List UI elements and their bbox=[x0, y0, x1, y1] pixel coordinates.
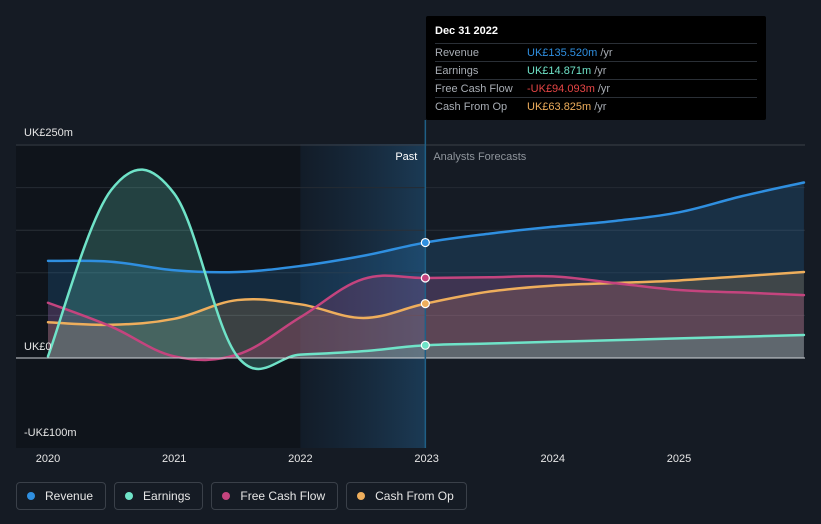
tooltip-unit: /yr bbox=[594, 64, 607, 77]
legend-item-earnings[interactable]: Earnings bbox=[114, 482, 204, 510]
legend-label: Free Cash Flow bbox=[240, 489, 326, 503]
legend-label: Revenue bbox=[45, 489, 94, 503]
y-tick-label: UK£0 bbox=[24, 341, 52, 353]
tooltip-row-cash-from-op: Cash From Op UK£63.825m /yr bbox=[435, 97, 757, 115]
tooltip-row-revenue: Revenue UK£135.520m /yr bbox=[435, 43, 757, 61]
marker-cash-from-op bbox=[420, 299, 430, 309]
tooltip-label: Earnings bbox=[435, 64, 479, 77]
forecast-label: Analysts Forecasts bbox=[433, 151, 526, 163]
tooltip-unit: /yr bbox=[600, 46, 613, 59]
tooltip-value: UK£63.825m bbox=[527, 100, 592, 113]
x-tick-label: 2020 bbox=[36, 453, 60, 465]
tooltip-value: UK£135.520m bbox=[527, 46, 598, 59]
series-area-earnings bbox=[48, 169, 804, 369]
past-label: Past bbox=[395, 151, 417, 163]
legend-dot-icon bbox=[125, 492, 134, 500]
tooltip-row-earnings: Earnings UK£14.871m /yr bbox=[435, 61, 757, 79]
tooltip-date: Dec 31 2022 bbox=[435, 25, 498, 37]
past-highlight bbox=[300, 144, 426, 448]
y-tick-label: UK£250m bbox=[24, 127, 73, 139]
marker-free-cash-flow bbox=[420, 273, 430, 283]
tooltip-unit: /yr bbox=[597, 82, 611, 95]
tooltip-row-free-cash-flow: Free Cash Flow -UK£94.093m /yr bbox=[435, 79, 757, 97]
x-tick-label: 2023 bbox=[414, 453, 438, 465]
marker-revenue bbox=[420, 237, 430, 248]
tooltip-label: Revenue bbox=[435, 46, 480, 59]
x-tick-label: 2024 bbox=[541, 453, 565, 465]
x-tick-label: 2021 bbox=[162, 453, 186, 465]
tooltip-label: Free Cash Flow bbox=[435, 82, 513, 95]
series-line-earnings bbox=[46, 168, 806, 371]
y-tick-label: -UK£100m bbox=[24, 427, 77, 439]
series-line-free-cash-flow bbox=[46, 274, 806, 362]
legend-label: Cash From Op bbox=[375, 489, 454, 503]
legend: Revenue Earnings Free Cash Flow Cash Fro… bbox=[16, 482, 467, 510]
tooltip: Dec 31 2022 Revenue UK£135.520m /yr Earn… bbox=[426, 16, 766, 120]
legend-item-cash-from-op[interactable]: Cash From Op bbox=[346, 482, 467, 510]
tooltip-unit: /yr bbox=[594, 100, 607, 113]
marker-earnings bbox=[420, 340, 430, 350]
tooltip-label: Cash From Op bbox=[435, 100, 508, 113]
legend-item-revenue[interactable]: Revenue bbox=[16, 482, 107, 510]
legend-label: Earnings bbox=[143, 489, 191, 503]
x-tick-label: 2022 bbox=[288, 453, 312, 465]
legend-dot-icon bbox=[27, 492, 35, 500]
tooltip-value: -UK£94.093m bbox=[527, 82, 595, 95]
tooltip-value: UK£14.871m bbox=[527, 64, 592, 77]
x-tick-label: 2025 bbox=[667, 453, 691, 465]
legend-item-free-cash-flow[interactable]: Free Cash Flow bbox=[211, 482, 339, 510]
legend-dot-icon bbox=[357, 492, 366, 500]
legend-dot-icon bbox=[222, 492, 231, 500]
